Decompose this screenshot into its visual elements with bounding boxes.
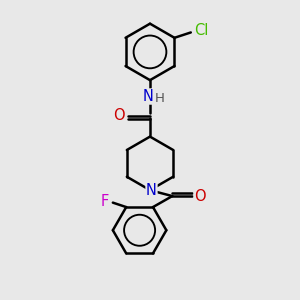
Text: O: O bbox=[194, 189, 206, 204]
Text: H: H bbox=[154, 92, 164, 105]
Text: F: F bbox=[100, 194, 109, 208]
Text: O: O bbox=[114, 108, 125, 123]
Text: N: N bbox=[143, 89, 154, 104]
Text: N: N bbox=[146, 183, 157, 198]
Text: Cl: Cl bbox=[194, 23, 208, 38]
